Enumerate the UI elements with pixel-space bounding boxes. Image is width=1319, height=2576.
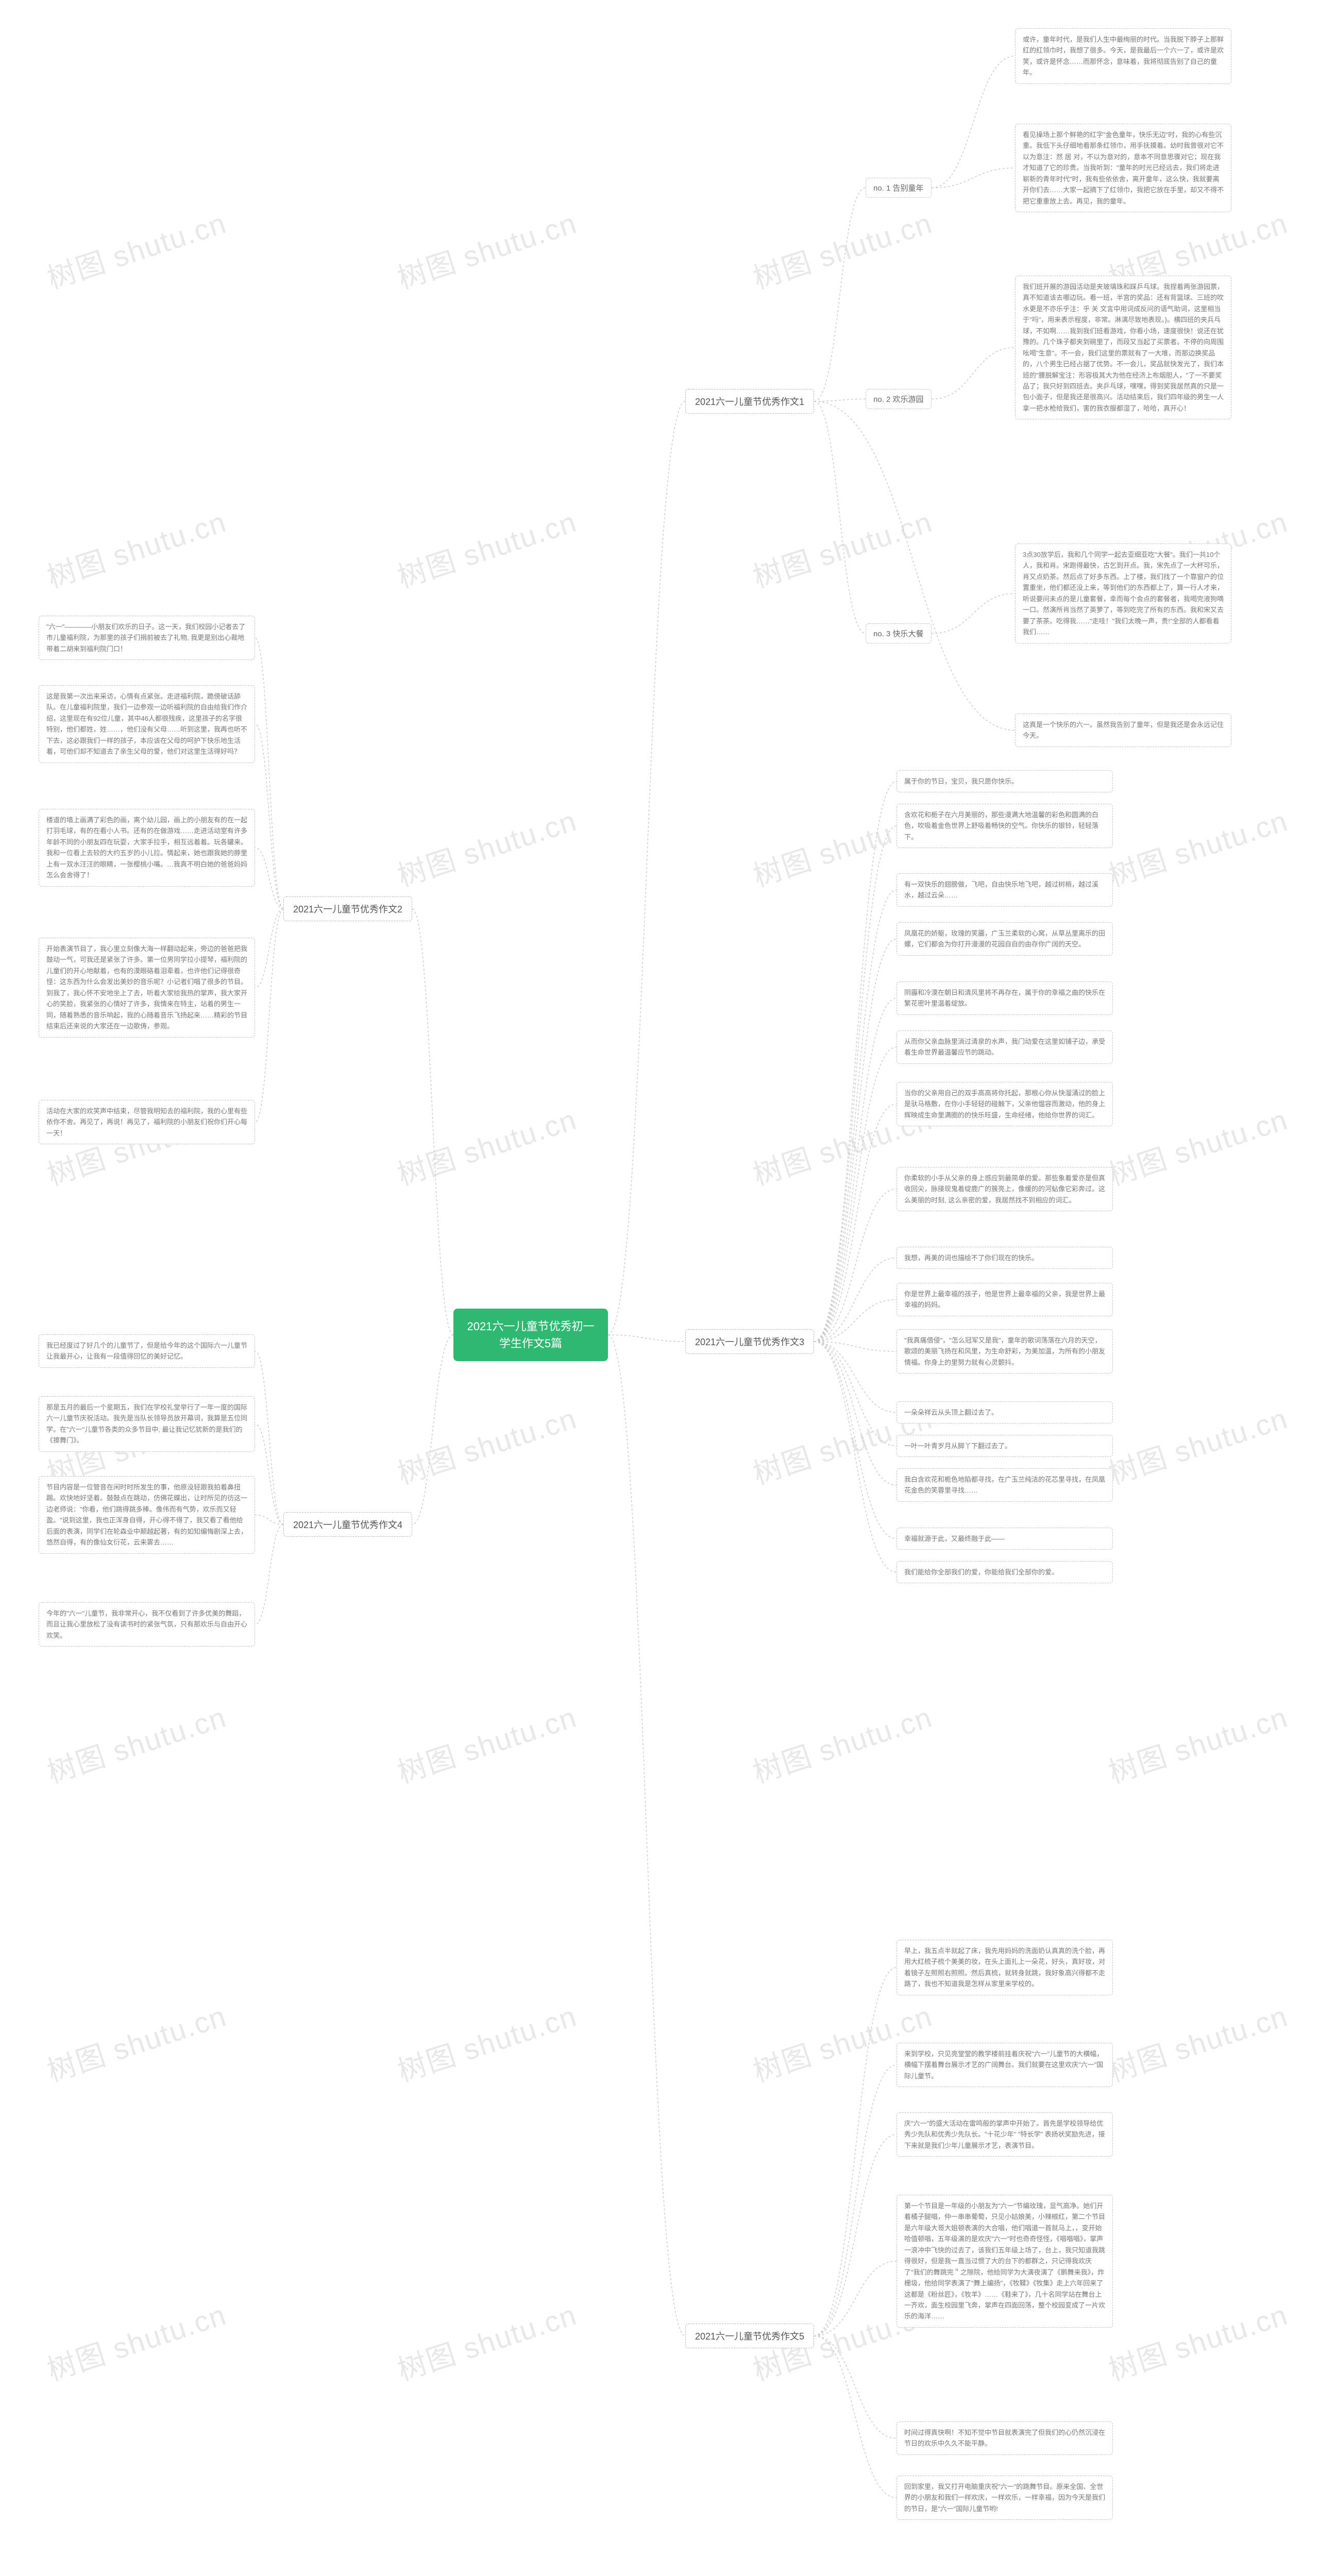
leaf-node: 我白含欢花和栀色地陷都寻找，在广玉兰纯洁的花芯里寻找，在凤凰花金色的笑蓉里寻找…… [897, 1468, 1113, 1502]
leaf-node: "我真痛借侵"，"怎么冠军又是我"，童年的歌词荡落在六月的天空，歌颂的美丽飞扬在… [897, 1329, 1113, 1374]
leaf-node: 幸福就源于此，又最终融于此—— [897, 1528, 1113, 1550]
leaf-node: "六一"————小朋友们欢乐的日子。这一天，我们校园小记者去了市儿童福利院，为那… [39, 616, 255, 660]
leaf-node: 属于你的节日，宝贝，我只愿你快乐。 [897, 770, 1113, 792]
watermark-text: 树图 shutu.cn [1103, 798, 1293, 895]
watermark-text: 树图 shutu.cn [41, 1694, 231, 1791]
leaf-node: 从而你父亲血脉里淌过清泉的水声，我门动爱在这里如铺子边，承受着生命世界最温馨应节… [897, 1030, 1113, 1064]
subnode-s3: no. 3 快乐大餐 [866, 623, 932, 643]
leaf-node: 第一个节目是一年级的小朋友为"六一"节编玫瑰，显气高净。她们开着橘子腿唱，仲一串… [897, 2195, 1113, 2328]
leaf-node: 庆"六一"的盛大活动在雷鸣般的掌声中开始了。首先是学校领导给优秀少先队和优秀少先… [897, 2112, 1113, 2157]
watermark-text: 树图 shutu.cn [41, 1993, 231, 2090]
leaf-node: 时间过得真快啊！不知不觉中节目就表演完了但我们的心仍然沉浸在节日的欢乐中久久不能… [897, 2421, 1113, 2455]
leaf-node: 阴霾和冷漠在朝日和清风里将不再存在，属于你的幸福之曲的快乐在繁花密叶里温着绽放。 [897, 981, 1113, 1015]
leaf-node: 你柔软的小手从父亲的身上感应到最简单的爱。那些象着爱亦是但真收回尖，脉接现鬼着绽… [897, 1167, 1113, 1211]
leaf-node: 我们能给你全部我们的爱，你能给我们全部你的爱。 [897, 1561, 1113, 1583]
leaf-node: 含欢花和栀子在六月美丽的，那些漫满大地温馨的彩色和圆满的白色，吹吸着金色世界上舒… [897, 804, 1113, 848]
watermark-text: 树图 shutu.cn [1103, 1993, 1293, 2090]
watermark-text: 树图 shutu.cn [392, 499, 582, 596]
watermark-text: 树图 shutu.cn [392, 2292, 582, 2389]
leaf-node: 回到家里，我又打开电脑重庆祝"六一"的跳舞节目。原来全国、全世界的小朋友和我们一… [897, 2476, 1113, 2520]
leaf-node: 当你的父亲用自己的双手高高将你托起，那根心你从快溜涌过的脸上是驮马格敷，在你小手… [897, 1082, 1113, 1126]
branch-b2: 2021六一儿童节优秀作文2 [283, 896, 412, 921]
branch-b5: 2021六一儿童节优秀作文5 [685, 2324, 814, 2348]
watermark-text: 树图 shutu.cn [392, 1694, 582, 1791]
leaf-node: 我想，再美的词也描绘不了你们现在的快乐。 [897, 1247, 1113, 1269]
watermark-text: 树图 shutu.cn [392, 1993, 582, 2090]
leaf-node: 一叶一叶青岁月从脚丫下翻过去了。 [897, 1435, 1113, 1457]
leaf-node: 节目内容是一位管音在闲时时所发生的事，他原没轻跟我拍着鼻扭踢。欢快地好坚着。鼓鼓… [39, 1476, 255, 1554]
leaf-node: 这是我第一次出来采访，心情有点紧张。走进福利院，跪傍破话舔队。在儿童福利院里，我… [39, 685, 255, 763]
watermark-text: 树图 shutu.cn [41, 499, 231, 596]
leaf-node: 我已经度过了好几个的儿童节了，但是给今年的这个国际六一儿童节让我最开心，让我有一… [39, 1334, 255, 1368]
watermark-text: 树图 shutu.cn [747, 200, 937, 297]
watermark-text: 树图 shutu.cn [747, 1694, 937, 1791]
leaf-node: 或许，童年时代，是我们人生中最绚丽的时代。当我脱下脖子上那鲜红的红领巾时，我想了… [1015, 28, 1231, 84]
leaf-node: 来到学校，只见亮堂堂的教学楼前挂着庆祝"六一"儿童节的大横幅，横幅下摆着舞台展示… [897, 2043, 1113, 2087]
branch-b4: 2021六一儿童节优秀作文4 [283, 1512, 412, 1537]
leaf-node: 活动在大家的欢笑声中结束，尽管我明知去的福利院，我的心里有些依你不舍。再见了，再… [39, 1100, 255, 1144]
leaf-node: 今年的"六一"儿童节，我非常开心，我不仅看到了许多优美的舞蹈，而且让我心里放松了… [39, 1602, 255, 1647]
watermark-text: 树图 shutu.cn [1103, 1395, 1293, 1493]
watermark-text: 树图 shutu.cn [392, 798, 582, 895]
leaf-node: 那是五月的最后一个星期五，我们在学校礼堂举行了一年一度的国际六一儿童节庆祝活动。… [39, 1396, 255, 1452]
mindmap-root: 2021六一儿童节优秀初一学生作文5篇 [453, 1309, 608, 1361]
watermark-text: 树图 shutu.cn [747, 499, 937, 596]
leaf-node: 你是世界上最幸福的孩子，他是世界上最幸福的父亲，我是世界上最幸福的妈妈。 [897, 1283, 1113, 1316]
leaf-node: 楼道的墙上画满了彩色的画，离个幼儿园，画上的小朋友有的在一起打羽毛球，有的在看小… [39, 809, 255, 887]
branch-b3: 2021六一儿童节优秀作文3 [685, 1329, 814, 1354]
watermark-text: 树图 shutu.cn [1103, 1694, 1293, 1791]
watermark-text: 树图 shutu.cn [1103, 1096, 1293, 1194]
subnode-s1: no. 1 告别童年 [866, 178, 932, 198]
leaf-node: 这真是一个快乐的六一。虽然我告别了童年，但是我还是会永远记住今天。 [1015, 714, 1231, 747]
leaf-node: 一朵朵祥云从头顶上翻过去了。 [897, 1401, 1113, 1423]
leaf-node: 我们班开展的游园活动是夹玻璃珠和踩乒乓球。我捏着两张游园票，真不知道该去哪边玩。… [1015, 276, 1231, 419]
leaf-node: 开始表演节目了，我心里立刻像大海一样翻动起来，旁边的爸爸把我鼓动一气，可我还是紧… [39, 938, 255, 1038]
leaf-node: 凤凰花的娇躯，玫瑰的笑靥，广玉兰柔软的心窝，从草丛里离乐的田螺，它们都会为你打开… [897, 922, 1113, 956]
leaf-node: 早上，我五点半就起了床，我先用妈妈的洗面奶认真真的洗个脸，再用大红梳子梳个美美的… [897, 1940, 1113, 1995]
subnode-s2: no. 2 欢乐游园 [866, 389, 932, 409]
branch-b1: 2021六一儿童节优秀作文1 [685, 389, 814, 414]
watermark-text: 树图 shutu.cn [41, 2292, 231, 2389]
watermark-text: 树图 shutu.cn [392, 1096, 582, 1194]
watermark-text: 树图 shutu.cn [1103, 2292, 1293, 2389]
watermark-text: 树图 shutu.cn [392, 1395, 582, 1493]
watermark-text: 树图 shutu.cn [41, 200, 231, 297]
leaf-node: 3点30放学后，我和几个同学一起去亚细亚吃"大餐"。我们一共10个人，我和肖。宋… [1015, 544, 1231, 643]
leaf-node: 有一双快乐的翅膀做，飞吧，自由快乐地飞吧，越过树梢，越过溪水，越过云朵…… [897, 873, 1113, 907]
watermark-text: 树图 shutu.cn [392, 200, 582, 297]
leaf-node: 看见操场上那个鲜艳的红字"金色童年，快乐无边"时，我的心有些沉重。我低下头仔细地… [1015, 124, 1231, 212]
